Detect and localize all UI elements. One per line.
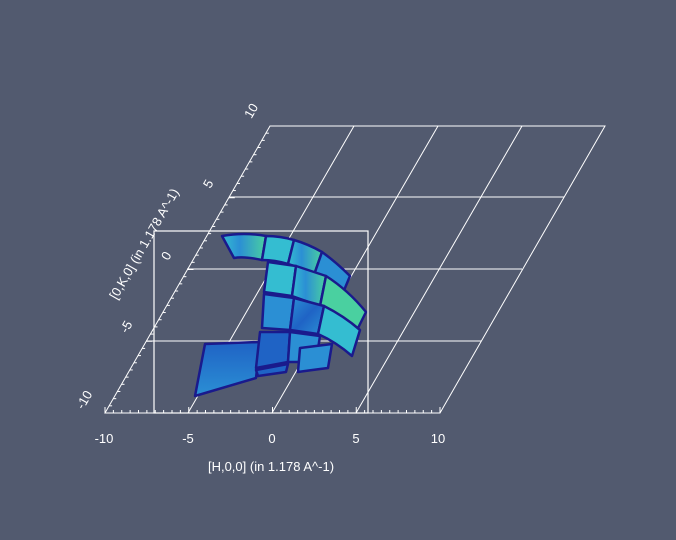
tile	[262, 260, 298, 298]
axis-minor-ticks	[104, 125, 441, 414]
h-axis-tick-labels: -10 -5 0 5 10	[95, 431, 446, 446]
tile	[296, 342, 334, 374]
reciprocal-space-grid	[104, 125, 606, 414]
k-tick-label: 5	[200, 177, 217, 191]
k-tick-label: -10	[73, 388, 95, 412]
h-tick-label: -5	[182, 431, 194, 446]
tile	[316, 304, 362, 358]
tile	[193, 340, 262, 398]
k-tick-label: 10	[241, 101, 261, 121]
h-tick-label: 10	[431, 431, 445, 446]
h-tick-label: -10	[95, 431, 114, 446]
h-tick-label: 0	[268, 431, 275, 446]
tile	[220, 232, 268, 262]
k-axis-title: [0,K,0] (in 1.178 A^-1)	[106, 186, 182, 302]
tile	[254, 362, 290, 378]
intensity-tiles	[193, 232, 368, 398]
k-tick-label: 0	[158, 249, 175, 263]
roi-box[interactable]	[153, 230, 369, 414]
k-tick-label: -5	[117, 318, 136, 336]
tile	[260, 292, 296, 332]
h-tick-label: 5	[352, 431, 359, 446]
tile	[254, 330, 292, 370]
h-axis-title: [H,0,0] (in 1.178 A^-1)	[208, 459, 334, 474]
